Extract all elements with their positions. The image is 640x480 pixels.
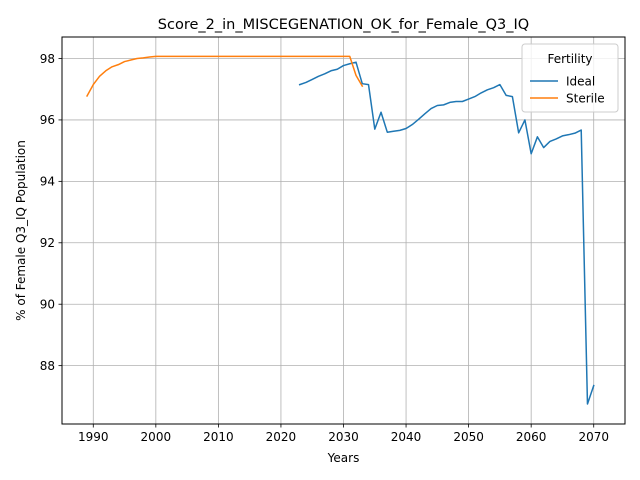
legend-title: Fertility xyxy=(547,52,592,66)
x-tick-label: 2050 xyxy=(453,430,484,444)
y-tick-label: 96 xyxy=(40,113,55,127)
legend-box xyxy=(521,43,619,113)
y-tick-label: 98 xyxy=(40,52,55,66)
axis-ticks: 1990 2000 2010 2020 2030 2040 2050 2060 2070 88 90… xyxy=(40,52,609,444)
x-tick-label: 2000 xyxy=(141,430,172,444)
chart-title: Score_2_in_MISCEGENATION_OK_for_Female_Q… xyxy=(158,17,529,33)
x-tick-label: 2010 xyxy=(203,430,234,444)
legend-sterile-label: Sterile xyxy=(566,92,605,106)
legend: Fertility Ideal Sterile xyxy=(521,43,619,113)
x-tick-label: 2070 xyxy=(578,430,609,444)
x-axis-label: Years xyxy=(327,451,360,465)
y-tick-label: 90 xyxy=(40,298,55,312)
series-line-sterile xyxy=(86,55,364,97)
y-tick-label: 88 xyxy=(40,359,55,373)
x-tick-label: 2040 xyxy=(391,430,422,444)
x-tick-label: 2030 xyxy=(328,430,359,444)
legend-ideal-label: Ideal xyxy=(566,75,595,89)
series-line-ideal xyxy=(298,61,595,405)
y-axis-label: % of Female Q3_IQ Population xyxy=(14,140,28,321)
x-tick-label: 2060 xyxy=(516,430,547,444)
x-tick-label: 2020 xyxy=(266,430,297,444)
plot-lines xyxy=(86,55,595,405)
y-tick-label: 92 xyxy=(40,236,55,250)
y-tick-label: 94 xyxy=(40,175,55,189)
x-tick-label: 1990 xyxy=(78,430,109,444)
